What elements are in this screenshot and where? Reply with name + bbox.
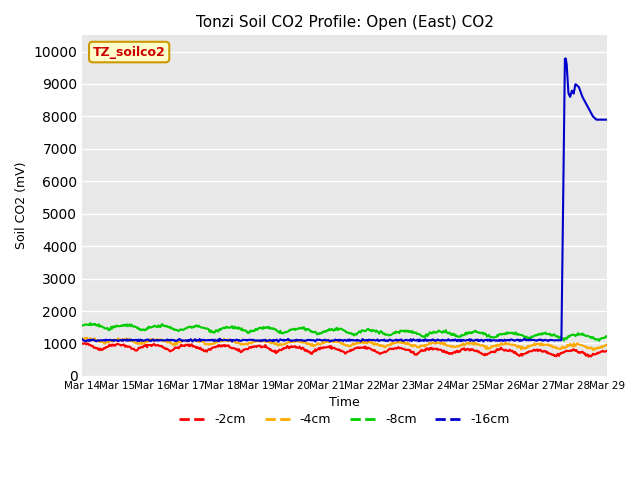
- -16cm: [562, 56, 570, 61]
- Text: TZ_soilco2: TZ_soilco2: [93, 46, 166, 59]
- -16cm: [603, 117, 611, 122]
- Legend: -2cm, -4cm, -8cm, -16cm: -2cm, -4cm, -8cm, -16cm: [175, 408, 515, 431]
- -2cm: [172, 345, 180, 351]
- Line: -8cm: -8cm: [83, 323, 607, 341]
- -16cm: [275, 339, 282, 345]
- -16cm: [213, 337, 221, 343]
- -16cm: [317, 337, 324, 343]
- -4cm: [83, 335, 90, 340]
- -2cm: [388, 346, 396, 352]
- -4cm: [603, 342, 611, 348]
- -4cm: [172, 339, 180, 345]
- -8cm: [474, 329, 482, 335]
- -4cm: [474, 341, 482, 347]
- -8cm: [79, 323, 86, 328]
- Line: -16cm: -16cm: [83, 59, 607, 342]
- -2cm: [79, 341, 86, 347]
- -4cm: [79, 336, 86, 341]
- -8cm: [172, 327, 180, 333]
- Title: Tonzi Soil CO2 Profile: Open (East) CO2: Tonzi Soil CO2 Profile: Open (East) CO2: [196, 15, 493, 30]
- -16cm: [474, 338, 482, 344]
- -4cm: [388, 341, 396, 347]
- -2cm: [317, 345, 324, 350]
- -16cm: [79, 336, 86, 342]
- -2cm: [603, 348, 611, 354]
- -8cm: [388, 331, 396, 337]
- X-axis label: Time: Time: [329, 396, 360, 409]
- -16cm: [388, 338, 396, 344]
- -4cm: [429, 340, 437, 346]
- -8cm: [214, 329, 222, 335]
- -8cm: [317, 330, 324, 336]
- -2cm: [585, 354, 593, 360]
- -2cm: [214, 344, 222, 349]
- -16cm: [172, 338, 179, 344]
- -4cm: [317, 342, 324, 348]
- Line: -4cm: -4cm: [83, 337, 607, 350]
- -4cm: [589, 347, 596, 353]
- -4cm: [214, 337, 222, 343]
- -2cm: [474, 349, 482, 355]
- Y-axis label: Soil CO2 (mV): Soil CO2 (mV): [15, 162, 28, 250]
- -8cm: [603, 334, 611, 339]
- -2cm: [81, 340, 89, 346]
- -2cm: [429, 346, 437, 352]
- -8cm: [595, 338, 603, 344]
- Line: -2cm: -2cm: [83, 343, 607, 357]
- -16cm: [429, 337, 437, 343]
- -8cm: [429, 329, 437, 335]
- -8cm: [86, 320, 94, 326]
